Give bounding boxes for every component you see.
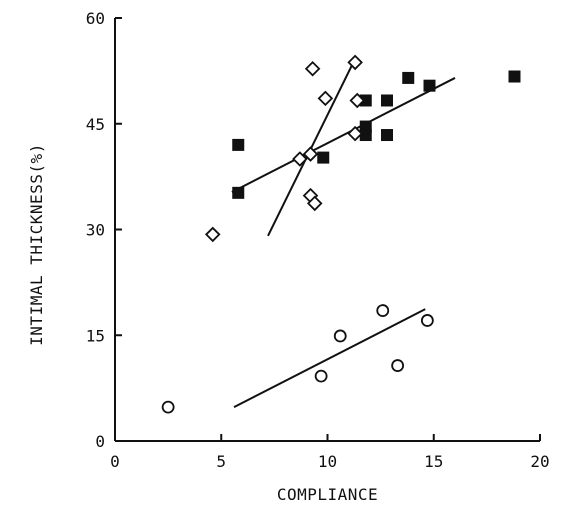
- data-point-square: [381, 94, 393, 107]
- x-ticks: 0 5 10 15 20: [110, 434, 550, 471]
- fit-line-series-3: [233, 308, 426, 409]
- data-point-diamond: [347, 54, 363, 71]
- fit-lines: [231, 62, 456, 409]
- y-tick-label: 0: [95, 432, 105, 451]
- data-point-diamond: [349, 92, 366, 109]
- y-tick-label: 45: [86, 115, 105, 134]
- y-axis-label: INTIMAL THICKNESS(%): [27, 143, 46, 346]
- data-point-diamond: [317, 90, 334, 107]
- data-point-square: [232, 186, 245, 199]
- data-point-square: [232, 138, 245, 151]
- data-points: [161, 54, 521, 414]
- data-point-diamond: [306, 195, 323, 212]
- data-point-square: [381, 129, 393, 142]
- x-axis-label: COMPLIANCE: [277, 485, 378, 504]
- x-tick-label: 5: [216, 452, 226, 471]
- x-tick-label: 20: [530, 452, 549, 471]
- data-point-diamond: [204, 226, 221, 243]
- data-point-diamond: [304, 60, 321, 77]
- y-tick-label: 30: [86, 221, 105, 240]
- y-tick-label: 60: [86, 9, 105, 28]
- fit-line-series-1: [231, 77, 456, 194]
- data-point-circle: [333, 329, 347, 343]
- data-point-circle: [391, 359, 405, 372]
- data-point-square: [508, 70, 521, 83]
- x-tick-label: 15: [424, 452, 443, 471]
- data-point-circle: [161, 400, 175, 414]
- data-point-square: [359, 129, 372, 142]
- y-tick-label: 15: [86, 326, 105, 345]
- data-point-diamond: [347, 125, 363, 142]
- data-point-diamond: [302, 146, 319, 162]
- data-point-circle: [420, 314, 434, 327]
- data-point-diamond: [292, 151, 308, 167]
- axes: [114, 18, 540, 442]
- data-point-square: [402, 71, 415, 84]
- data-point-square: [317, 151, 330, 164]
- data-point-circle: [376, 304, 390, 317]
- y-ticks: 0 15 30 45 60: [86, 9, 122, 451]
- data-point-square: [423, 79, 436, 92]
- x-tick-label: 10: [318, 452, 337, 471]
- data-point-circle: [314, 369, 328, 383]
- x-tick-label: 0: [110, 452, 120, 471]
